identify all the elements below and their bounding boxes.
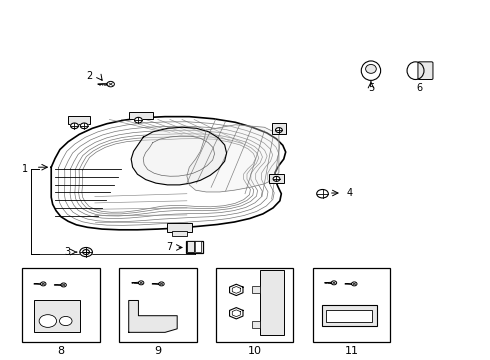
Circle shape <box>83 249 90 255</box>
FancyBboxPatch shape <box>172 231 187 236</box>
Polygon shape <box>34 283 41 284</box>
Circle shape <box>80 123 88 129</box>
Polygon shape <box>345 283 352 284</box>
Text: 2: 2 <box>86 71 93 81</box>
Circle shape <box>317 189 328 198</box>
Text: 10: 10 <box>247 346 262 356</box>
FancyBboxPatch shape <box>22 268 99 342</box>
FancyBboxPatch shape <box>418 62 433 80</box>
Circle shape <box>331 281 337 285</box>
FancyBboxPatch shape <box>252 321 260 328</box>
Ellipse shape <box>366 64 376 73</box>
Text: 6: 6 <box>416 83 422 93</box>
Circle shape <box>138 281 144 285</box>
Circle shape <box>59 316 72 325</box>
Circle shape <box>352 282 357 286</box>
Circle shape <box>107 81 114 87</box>
FancyBboxPatch shape <box>326 310 372 322</box>
Circle shape <box>135 117 142 123</box>
Polygon shape <box>152 283 159 284</box>
Text: 8: 8 <box>57 346 65 356</box>
Ellipse shape <box>407 62 424 80</box>
Circle shape <box>39 315 56 327</box>
Circle shape <box>61 283 66 287</box>
Polygon shape <box>230 307 243 319</box>
Circle shape <box>275 127 282 132</box>
Polygon shape <box>325 282 331 283</box>
Polygon shape <box>230 284 243 296</box>
Ellipse shape <box>361 61 381 80</box>
FancyBboxPatch shape <box>186 241 203 253</box>
FancyBboxPatch shape <box>321 305 377 326</box>
Text: 7: 7 <box>166 242 172 252</box>
FancyBboxPatch shape <box>129 112 153 119</box>
FancyBboxPatch shape <box>269 174 284 183</box>
Polygon shape <box>131 127 226 185</box>
FancyBboxPatch shape <box>313 268 391 342</box>
FancyBboxPatch shape <box>271 123 286 134</box>
Polygon shape <box>54 284 61 285</box>
Text: 4: 4 <box>347 188 353 198</box>
FancyBboxPatch shape <box>119 268 196 342</box>
Text: 1: 1 <box>22 164 27 174</box>
FancyBboxPatch shape <box>68 116 90 124</box>
Circle shape <box>80 247 93 257</box>
Circle shape <box>159 282 164 286</box>
Polygon shape <box>187 125 279 192</box>
FancyBboxPatch shape <box>195 242 201 252</box>
FancyBboxPatch shape <box>168 223 192 232</box>
FancyBboxPatch shape <box>34 300 80 332</box>
Circle shape <box>71 123 78 129</box>
Text: 5: 5 <box>368 83 374 93</box>
FancyBboxPatch shape <box>216 268 294 342</box>
FancyBboxPatch shape <box>260 270 284 335</box>
Circle shape <box>41 282 46 286</box>
Polygon shape <box>132 282 138 283</box>
Polygon shape <box>129 301 177 332</box>
Text: 9: 9 <box>154 346 161 356</box>
Text: 3: 3 <box>65 247 71 257</box>
FancyBboxPatch shape <box>252 285 260 293</box>
Circle shape <box>273 176 280 181</box>
Polygon shape <box>98 83 107 85</box>
Polygon shape <box>51 117 286 230</box>
FancyBboxPatch shape <box>187 242 194 252</box>
Text: 11: 11 <box>344 346 359 356</box>
